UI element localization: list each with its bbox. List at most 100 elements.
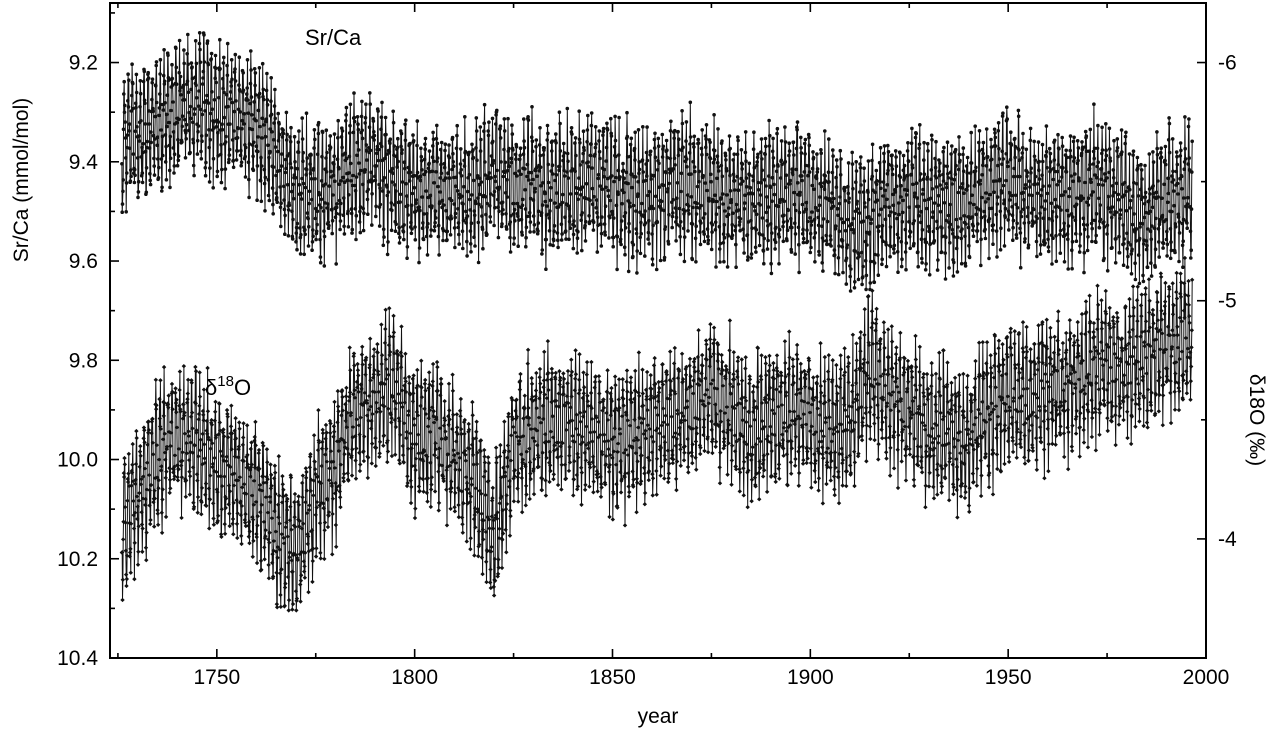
data-point (292, 134, 297, 139)
data-point (467, 197, 472, 202)
data-point (479, 137, 483, 142)
data-point (253, 443, 258, 448)
data-point (397, 241, 402, 245)
data-point (208, 473, 213, 478)
data-point (177, 70, 181, 75)
data-point (695, 201, 699, 206)
data-point (229, 403, 234, 408)
data-point (427, 161, 432, 166)
data-point (182, 98, 187, 102)
data-point (816, 215, 820, 220)
data-point (423, 388, 428, 393)
data-point (184, 122, 189, 127)
data-point (636, 350, 642, 355)
data-point (649, 177, 653, 181)
data-point (1138, 187, 1143, 192)
data-point (908, 230, 913, 234)
data-point (1185, 202, 1190, 206)
data-point (204, 133, 209, 138)
data-point (901, 168, 906, 173)
data-point (475, 158, 479, 162)
data-point (303, 466, 309, 471)
data-point (318, 556, 323, 561)
data-point (892, 243, 897, 248)
data-point (482, 454, 487, 459)
data-point (347, 394, 352, 400)
data-point (183, 478, 189, 483)
data-point (485, 549, 490, 554)
data-point (254, 118, 258, 123)
data-point (415, 119, 420, 123)
data-point (473, 486, 478, 491)
data-point (870, 158, 874, 163)
data-point (219, 483, 225, 489)
data-point (816, 208, 820, 213)
data-point (326, 513, 331, 518)
data-point (623, 211, 628, 215)
data-point (625, 418, 630, 423)
data-point (627, 201, 632, 205)
data-point (819, 184, 824, 189)
data-point (369, 170, 373, 175)
data-point (377, 451, 382, 456)
data-point (325, 497, 330, 503)
data-point (266, 537, 271, 542)
data-point (355, 361, 360, 367)
data-point (243, 511, 248, 517)
data-point (990, 228, 995, 233)
data-point (121, 189, 125, 194)
data-point (738, 228, 742, 233)
data-point (326, 202, 330, 206)
data-point (664, 138, 669, 143)
data-point (524, 244, 528, 249)
data-point (894, 164, 899, 168)
data-point (417, 205, 422, 209)
data-point (800, 232, 805, 236)
data-point (603, 233, 607, 237)
data-point (711, 199, 715, 204)
data-point (523, 503, 528, 508)
data-point (866, 190, 870, 194)
data-point (843, 228, 848, 233)
data-point (414, 441, 419, 447)
data-point (843, 186, 847, 190)
data-point (283, 525, 288, 530)
data-point (419, 159, 424, 163)
data-point (243, 175, 248, 179)
data-point (1163, 144, 1168, 149)
data-point (321, 501, 326, 506)
data-point (585, 140, 589, 144)
data-point (252, 465, 258, 470)
data-point (905, 149, 910, 153)
data-point (640, 367, 645, 372)
data-point (505, 195, 510, 199)
data-point (665, 396, 670, 401)
data-point (540, 450, 545, 455)
data-point (176, 467, 181, 472)
data-point (661, 406, 666, 411)
data-point (1110, 205, 1115, 209)
data-point (961, 146, 966, 150)
data-point (487, 171, 492, 175)
data-point (712, 157, 717, 162)
data-point (448, 233, 453, 237)
data-point (380, 100, 384, 105)
data-point (400, 180, 405, 184)
data-point (580, 211, 584, 215)
data-point (207, 145, 211, 150)
data-point (470, 399, 475, 405)
data-point (398, 400, 403, 406)
data-point (1102, 256, 1106, 261)
data-point (374, 409, 379, 415)
data-point (247, 195, 251, 200)
data-point (574, 412, 579, 417)
data-point (280, 482, 285, 487)
data-point (983, 227, 987, 232)
data-point (1176, 215, 1181, 219)
data-point (483, 173, 488, 177)
data-point (584, 196, 588, 201)
data-point (426, 195, 431, 200)
data-point (917, 214, 921, 218)
data-point (228, 97, 233, 101)
data-point (602, 432, 607, 437)
